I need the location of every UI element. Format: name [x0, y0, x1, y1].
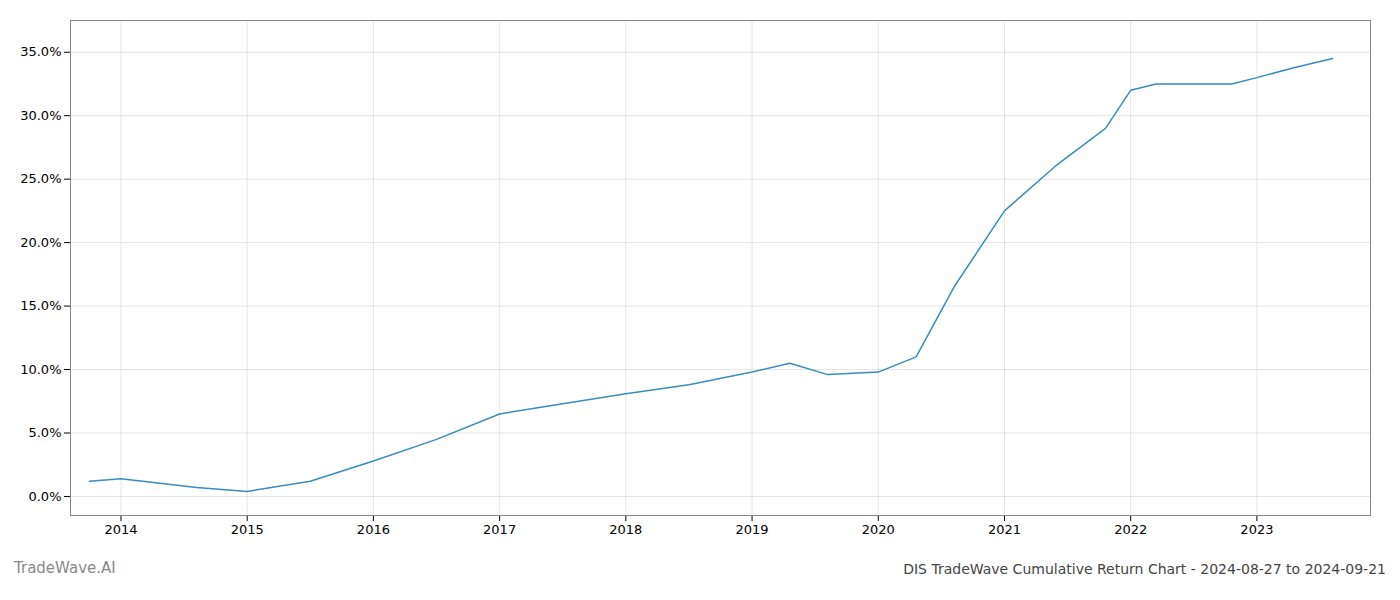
svg-text:30.0%: 30.0%: [20, 108, 61, 123]
svg-text:2018: 2018: [609, 522, 642, 537]
svg-text:2020: 2020: [862, 522, 895, 537]
svg-text:2014: 2014: [104, 522, 137, 537]
svg-text:20.0%: 20.0%: [20, 235, 61, 250]
html-text:TradeWave.AI: TradeWave.AI: [14, 559, 116, 577]
svg-text:15.0%: 15.0%: [20, 298, 61, 313]
svg-text:0.0%: 0.0%: [28, 489, 61, 504]
svg-text:2017: 2017: [483, 522, 516, 537]
svg-text:25.0%: 25.0%: [20, 171, 61, 186]
svg-text:35.0%: 35.0%: [20, 44, 61, 59]
svg-text:2015: 2015: [231, 522, 264, 537]
html-text:DIS TradeWave Cumulative Retur: DIS TradeWave Cumulative Return Chart - …: [903, 561, 1386, 577]
svg-text:10.0%: 10.0%: [20, 362, 61, 377]
svg-text:2023: 2023: [1240, 522, 1273, 537]
svg-text:2016: 2016: [357, 522, 390, 537]
svg-text:2022: 2022: [1114, 522, 1147, 537]
svg-text:2021: 2021: [988, 522, 1021, 537]
svg-text:2019: 2019: [736, 522, 769, 537]
svg-text:5.0%: 5.0%: [28, 425, 61, 440]
